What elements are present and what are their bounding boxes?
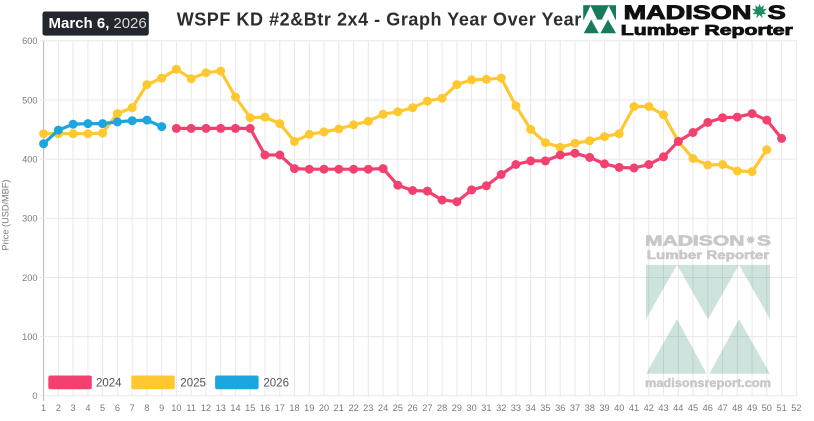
svg-text:31: 31 (481, 403, 491, 413)
svg-text:MADISON: MADISON (645, 233, 744, 250)
svg-text:300: 300 (22, 214, 37, 224)
svg-text:46: 46 (703, 403, 713, 413)
svg-text:47: 47 (717, 403, 727, 413)
svg-text:41: 41 (629, 403, 639, 413)
svg-text:6: 6 (115, 403, 120, 413)
svg-text:14: 14 (230, 403, 240, 413)
svg-text:27: 27 (422, 403, 432, 413)
svg-text:26: 26 (407, 403, 417, 413)
svg-text:12: 12 (201, 403, 211, 413)
svg-text:11: 11 (186, 403, 196, 413)
svg-text:38: 38 (585, 403, 595, 413)
svg-text:5: 5 (100, 403, 105, 413)
svg-text:40: 40 (614, 403, 624, 413)
svg-text:MADISON: MADISON (624, 2, 752, 24)
svg-text:2025: 2025 (180, 377, 206, 389)
svg-text:200: 200 (22, 273, 37, 283)
svg-text:51: 51 (776, 403, 786, 413)
svg-text:22: 22 (348, 403, 358, 413)
svg-text:28: 28 (437, 403, 447, 413)
svg-text:16: 16 (260, 403, 270, 413)
svg-text:3: 3 (71, 403, 76, 413)
svg-text:39: 39 (599, 403, 609, 413)
svg-text:15: 15 (245, 403, 255, 413)
svg-text:43: 43 (658, 403, 668, 413)
svg-text:S: S (768, 2, 786, 24)
svg-text:44: 44 (673, 403, 683, 413)
svg-text:33: 33 (511, 403, 521, 413)
svg-text:1: 1 (41, 403, 46, 413)
svg-text:42: 42 (644, 403, 654, 413)
svg-text:17: 17 (275, 403, 285, 413)
svg-text:0: 0 (32, 391, 37, 401)
svg-text:500: 500 (22, 95, 37, 105)
svg-text:49: 49 (747, 403, 757, 413)
svg-text:Lumber Reporter: Lumber Reporter (647, 248, 770, 262)
svg-text:100: 100 (22, 332, 37, 342)
svg-text:8: 8 (144, 403, 149, 413)
svg-text:29: 29 (452, 403, 462, 413)
svg-text:20: 20 (319, 403, 329, 413)
svg-text:9: 9 (159, 403, 164, 413)
svg-text:30: 30 (466, 403, 476, 413)
svg-text:19: 19 (304, 403, 314, 413)
svg-text:2024: 2024 (96, 377, 122, 389)
svg-text:March 6,2026: March 6, 2026 (49, 15, 147, 32)
svg-text:36: 36 (555, 403, 565, 413)
svg-text:4: 4 (85, 403, 90, 413)
svg-text:18: 18 (289, 403, 299, 413)
svg-text:52: 52 (791, 403, 801, 413)
svg-text:2026: 2026 (263, 377, 289, 389)
svg-text:48: 48 (732, 403, 742, 413)
svg-text:10: 10 (171, 403, 181, 413)
svg-text:S: S (757, 233, 771, 250)
svg-text:50: 50 (762, 403, 772, 413)
svg-text:25: 25 (393, 403, 403, 413)
svg-text:WSPF KD #2&Btr 2x4 - Graph Yea: WSPF KD #2&Btr 2x4 - Graph Year Over Yea… (177, 9, 582, 29)
svg-text:37: 37 (570, 403, 580, 413)
svg-text:23: 23 (363, 403, 373, 413)
svg-text:Price (USD/MBF): Price (USD/MBF) (1, 180, 11, 251)
svg-text:45: 45 (688, 403, 698, 413)
svg-text:32: 32 (496, 403, 506, 413)
svg-text:35: 35 (540, 403, 550, 413)
svg-text:34: 34 (526, 403, 536, 413)
svg-text:21: 21 (334, 403, 344, 413)
svg-text:400: 400 (22, 154, 37, 164)
svg-text:7: 7 (130, 403, 135, 413)
svg-text:Lumber Reporter: Lumber Reporter (621, 22, 793, 39)
svg-text:2: 2 (56, 403, 61, 413)
svg-text:24: 24 (378, 403, 388, 413)
svg-text:13: 13 (216, 403, 226, 413)
svg-text:600: 600 (22, 36, 37, 46)
svg-text:madisonsreport.com: madisonsreport.com (645, 376, 771, 390)
